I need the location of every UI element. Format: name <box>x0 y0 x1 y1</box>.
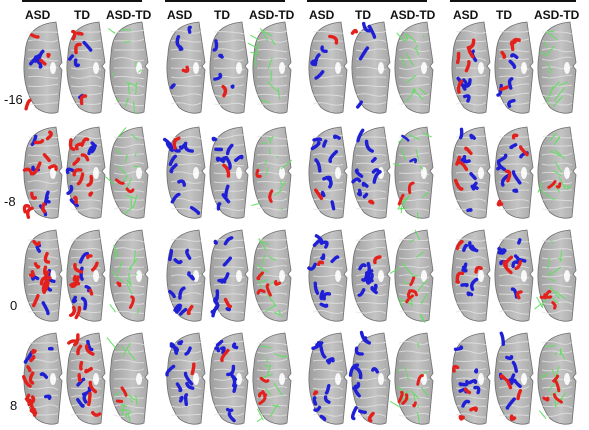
header-asd: ASD <box>309 8 335 22</box>
brain-slice-image <box>166 229 206 322</box>
brain-slice-image <box>351 229 391 322</box>
brain-slice-image <box>451 126 491 219</box>
brain-slice-image <box>537 332 577 425</box>
group-rule-4 <box>450 0 576 2</box>
header-asd-td: ASD-TD <box>390 8 436 22</box>
brain-slice-image <box>209 126 249 219</box>
header-td: TD <box>355 8 371 22</box>
brain-slice-image <box>166 21 206 114</box>
brain-slice-image <box>494 229 534 322</box>
brain-slice-image <box>22 126 63 219</box>
brain-slice-image <box>209 21 249 114</box>
brain-slice-image <box>107 21 149 114</box>
brain-slice-image <box>66 21 106 114</box>
brain-slice-image <box>247 21 292 114</box>
group-rule-2 <box>165 0 285 2</box>
brain-slice-image <box>109 229 149 322</box>
header-asd: ASD <box>25 8 51 22</box>
brain-slice-image <box>252 229 292 322</box>
brain-slice-image <box>23 229 63 322</box>
row-label: 0 <box>10 298 18 313</box>
brain-slice-image <box>23 21 63 114</box>
brain-slice-image <box>389 229 434 323</box>
brain-slice-image <box>308 126 348 219</box>
group-rule-3 <box>307 0 427 2</box>
brain-slice-image <box>65 126 106 219</box>
brain-slice-image <box>392 126 434 220</box>
brain-slice-image <box>537 126 577 219</box>
brain-slice-image <box>494 21 534 114</box>
brain-slice-image <box>209 229 249 322</box>
brain-slice-image <box>66 332 106 425</box>
row-label: -8 <box>4 194 16 209</box>
brain-slice-image <box>389 332 434 425</box>
brain-slice-image <box>209 332 249 425</box>
brain-slice-image <box>534 229 577 322</box>
header-asd: ASD <box>453 8 479 22</box>
brain-slice-image <box>22 332 63 425</box>
brain-slice-image <box>537 21 577 114</box>
brain-slice-image <box>66 229 106 322</box>
brain-slice-image <box>307 229 348 322</box>
row-label: -16 <box>4 92 23 107</box>
row-label: 8 <box>10 398 18 413</box>
brain-slice-image <box>350 21 391 114</box>
brain-slice-image <box>451 332 491 425</box>
header-td: TD <box>214 8 230 22</box>
brain-slice-image <box>351 126 391 219</box>
header-td: TD <box>74 8 90 22</box>
brain-slice-image <box>252 332 292 425</box>
brain-slice-image <box>251 126 293 219</box>
brain-slice-image <box>451 21 491 114</box>
brain-slice-image <box>394 21 434 114</box>
brain-slice-image <box>106 332 149 425</box>
brain-slice-image <box>163 126 206 219</box>
header-asd-td: ASD-TD <box>106 8 152 22</box>
header-asd: ASD <box>167 8 193 22</box>
brain-slice-image <box>494 331 534 425</box>
brain-slice-image <box>308 332 348 425</box>
group-rule-1 <box>22 0 142 2</box>
brain-slice-image <box>451 229 491 322</box>
brain-slice-image <box>165 332 206 425</box>
brain-slice-image <box>348 330 391 425</box>
brain-slice-image <box>105 126 149 219</box>
header-td: TD <box>496 8 512 22</box>
header-asd-td: ASD-TD <box>249 8 295 22</box>
header-asd-td: ASD-TD <box>534 8 580 22</box>
brain-slice-image <box>494 126 534 219</box>
brain-slice-image <box>308 21 348 114</box>
